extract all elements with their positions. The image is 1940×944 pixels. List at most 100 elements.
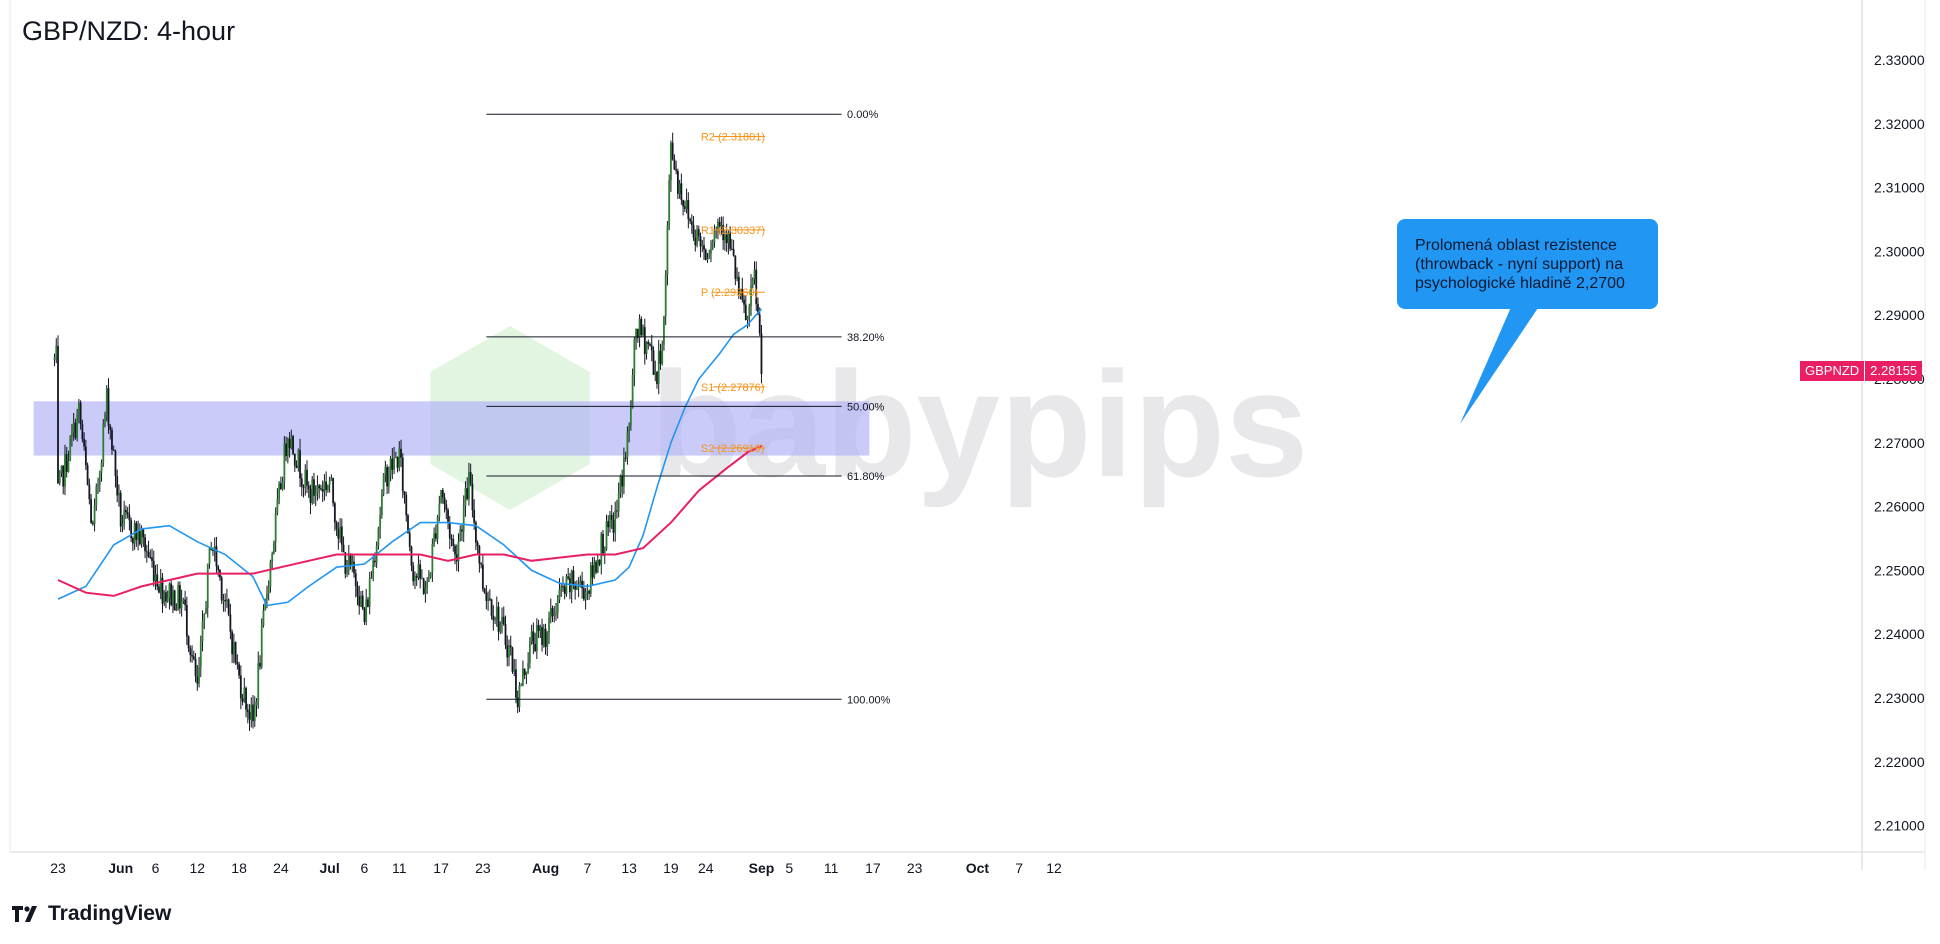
candle-body	[98, 472, 101, 485]
candle-body	[720, 224, 723, 227]
x-tick-label: 24	[698, 860, 714, 876]
candle-body	[602, 533, 604, 556]
candle-body	[57, 345, 59, 484]
candle-body	[398, 448, 401, 468]
candle-body	[631, 374, 634, 408]
candle-body	[109, 425, 112, 430]
candle-body	[522, 668, 524, 686]
candle-body	[278, 483, 281, 500]
candle-body	[74, 422, 77, 439]
candle-body	[548, 617, 550, 633]
candle-body	[553, 614, 556, 617]
candle-body	[154, 574, 157, 582]
x-tick-label: 23	[475, 860, 491, 876]
candle-body	[415, 576, 418, 578]
candle-body	[342, 544, 345, 553]
candle-body	[111, 429, 113, 450]
candle-body	[180, 600, 183, 609]
candle-body	[713, 230, 716, 243]
candle-body	[138, 531, 141, 545]
callout-line-2: (throwback - nyní support) na	[1415, 256, 1624, 273]
candle-body	[389, 458, 392, 476]
candle-body	[175, 608, 178, 611]
candle-body	[741, 288, 744, 300]
candle-body	[730, 248, 733, 250]
candle-body	[591, 565, 594, 578]
candle-body	[523, 668, 526, 675]
candle-body	[656, 371, 658, 384]
candle-body	[241, 698, 244, 702]
candle-body	[422, 578, 425, 594]
y-tick-label: 2.30000	[1874, 243, 1925, 259]
y-tick-label: 2.24000	[1874, 626, 1925, 642]
candle-body	[185, 605, 188, 637]
candle-body	[433, 533, 436, 544]
candle-body	[729, 232, 732, 249]
candle-body	[734, 255, 737, 279]
candle-body	[551, 608, 554, 617]
candle-body	[407, 515, 409, 534]
candle-body	[166, 598, 169, 602]
candle-body	[267, 586, 270, 594]
tradingview-logo[interactable]: TradingView	[12, 902, 171, 926]
callout-box: Prolomená oblast rezistence (throwback -…	[1397, 219, 1658, 309]
candle-body	[379, 515, 382, 529]
x-tick-label: Jun	[108, 860, 133, 876]
candle-body	[426, 581, 429, 589]
candle-body	[751, 279, 754, 286]
candle-body	[530, 631, 533, 642]
candle-body	[582, 588, 585, 600]
candle-body	[368, 578, 371, 607]
candle-body	[417, 564, 420, 578]
moving-averages	[57, 308, 763, 607]
candle-body	[485, 592, 488, 601]
candle-body	[457, 541, 460, 562]
candle-body	[116, 476, 119, 496]
candle-body	[147, 552, 150, 557]
candle-body	[314, 492, 317, 496]
candle-body	[410, 546, 413, 566]
candle-body	[454, 545, 456, 555]
candle-body	[696, 229, 698, 246]
candle-body	[236, 662, 239, 665]
candle-body	[636, 329, 639, 339]
candle-body	[227, 599, 230, 615]
candle-body	[466, 488, 469, 500]
candle-body	[757, 304, 759, 315]
candle-body	[196, 676, 199, 684]
candle-body	[562, 586, 564, 588]
candle-body	[234, 641, 237, 663]
candle-body	[629, 407, 632, 426]
candle-body	[189, 648, 192, 655]
candle-body	[386, 467, 388, 487]
candle-body	[121, 523, 124, 527]
candle-body	[414, 576, 416, 582]
candle-body	[476, 542, 479, 547]
candle-body	[593, 561, 596, 578]
candle-body	[488, 598, 491, 600]
candle-body	[676, 170, 679, 194]
x-tick-label: 17	[865, 860, 881, 876]
candle-body	[589, 565, 592, 594]
candle-body	[595, 561, 597, 573]
candle-body	[471, 483, 474, 511]
candle-body	[292, 436, 294, 454]
candle-body	[678, 183, 681, 194]
candle-body	[380, 494, 383, 516]
candle-body	[722, 224, 725, 241]
candle-body	[445, 504, 448, 510]
candle-body	[293, 453, 296, 466]
candle-body	[596, 559, 599, 573]
candle-body	[513, 669, 516, 672]
x-tick-label: 18	[231, 860, 247, 876]
candle-body	[274, 513, 277, 543]
candle-body	[408, 533, 411, 547]
candle-body	[95, 486, 98, 506]
candle-body	[102, 423, 105, 463]
candle-body	[349, 555, 352, 566]
candle-body	[302, 486, 305, 488]
y-tick-label: 2.22000	[1874, 754, 1925, 770]
price-badge-value: 2.28155	[1865, 361, 1923, 381]
candle-body	[226, 599, 228, 602]
